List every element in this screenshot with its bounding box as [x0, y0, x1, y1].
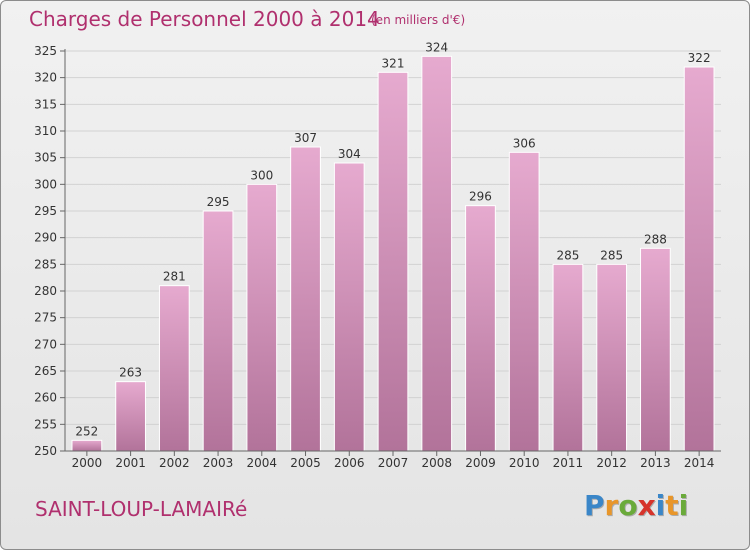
y-tick-label: 275 [34, 311, 57, 325]
data-label: 322 [688, 51, 711, 65]
bar-2004 [246, 183, 278, 452]
data-label: 263 [119, 366, 142, 380]
x-tick-label: 2004 [247, 456, 278, 470]
proxiti-logo: Proxiti [584, 489, 688, 522]
chart-title: Charges de Personnel 2000 à 2014 [29, 7, 380, 31]
logo-letter: P [584, 489, 605, 522]
bar-2007 [377, 71, 409, 452]
x-tick-label: 2003 [203, 456, 234, 470]
chart-subtitle: (en milliers d'€) [371, 13, 466, 27]
x-tick-label: 2010 [509, 456, 540, 470]
logo-letter: r [604, 489, 619, 522]
y-tick-label: 305 [34, 151, 57, 165]
bar-2000 [71, 439, 103, 452]
y-tick-label: 265 [34, 364, 57, 378]
bar-2005 [290, 146, 321, 452]
data-label: 252 [75, 424, 98, 438]
data-label: 304 [338, 147, 361, 161]
data-label: 281 [163, 270, 186, 284]
x-tick-label: 2000 [72, 456, 103, 470]
y-tick-label: 295 [34, 204, 57, 218]
data-label: 295 [207, 195, 230, 209]
x-tick-label: 2006 [334, 456, 365, 470]
commune-name: SAINT-LOUP-LAMAIRé [35, 497, 248, 521]
bar-2012 [596, 263, 628, 452]
data-label: 285 [556, 248, 579, 262]
bar-2014 [683, 66, 715, 452]
y-tick-label: 290 [34, 231, 57, 245]
logo-letter: x [637, 489, 656, 522]
logo-letter: t [665, 489, 679, 522]
x-tick-label: 2012 [596, 456, 627, 470]
bar-2002 [158, 285, 190, 452]
data-label: 300 [250, 168, 273, 182]
y-tick-label: 310 [34, 124, 57, 138]
bar-2013 [640, 247, 671, 452]
data-label: 296 [469, 190, 492, 204]
y-tick-label: 315 [34, 97, 57, 111]
x-tick-label: 2009 [465, 456, 496, 470]
data-label: 307 [294, 131, 317, 145]
bar-2009 [465, 205, 496, 452]
y-tick-label: 325 [34, 44, 57, 58]
x-tick-label: 2013 [640, 456, 671, 470]
y-tick-label: 320 [34, 71, 57, 85]
y-tick-label: 260 [34, 391, 57, 405]
x-tick-label: 2005 [290, 456, 321, 470]
x-tick-label: 2008 [421, 456, 452, 470]
data-label: 285 [600, 248, 623, 262]
y-tick-label: 285 [34, 257, 57, 271]
logo-letter: i [655, 489, 666, 522]
data-label: 288 [644, 232, 667, 246]
y-tick-label: 270 [34, 337, 57, 351]
data-label: 324 [425, 40, 448, 54]
logo-letter: i [678, 489, 689, 522]
data-label: 321 [382, 56, 405, 70]
bar-2011 [552, 263, 584, 452]
bar-2010 [508, 151, 540, 452]
x-tick-label: 2001 [115, 456, 146, 470]
bar-2001 [115, 381, 146, 452]
y-tick-label: 255 [34, 417, 57, 431]
bar-2006 [333, 162, 365, 452]
logo-letter: o [618, 489, 638, 522]
y-tick-label: 300 [34, 177, 57, 191]
x-tick-label: 2007 [378, 456, 409, 470]
bar-2008 [421, 55, 453, 452]
data-label: 306 [513, 136, 536, 150]
x-tick-label: 2011 [553, 456, 584, 470]
x-tick-label: 2014 [684, 456, 715, 470]
x-tick-label: 2002 [159, 456, 190, 470]
y-tick-label: 250 [34, 444, 57, 458]
bar-2003 [202, 210, 234, 452]
y-tick-label: 280 [34, 284, 57, 298]
